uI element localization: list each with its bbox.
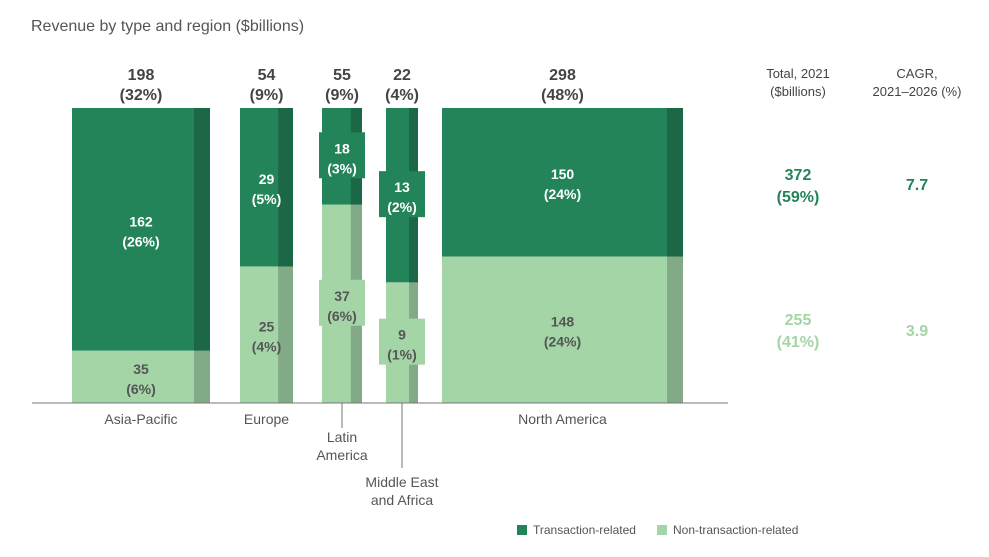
category-label-asia-pacific: Asia-Pacific [104,411,177,427]
data-label-non-transaction-europe: 25 [259,319,275,335]
legend-item-non-transaction: Non-transaction-related [657,523,798,537]
summary-transaction-cagr: 7.7 [906,177,928,194]
summary-header-cagr-line2: 2021–2026 (%) [873,84,962,99]
bar-shade-transaction-north-america [667,108,683,257]
data-label-non-transaction-asia-pacific: 35 [133,361,149,377]
bar-non-transaction-asia-pacific [72,350,210,403]
bar-transaction-north-america [442,108,683,257]
data-label-transaction-north-america: 150 [551,166,575,182]
category-label-middle-east-africa-line2: and Africa [371,492,433,508]
data-label-transaction-latin-america: 18 [334,140,350,156]
bar-shade-transaction-europe [278,108,293,267]
bar-non-transaction-north-america [442,256,683,403]
label-bg-transaction-middle-east-and-africa [379,171,425,218]
bar-shade-non-transaction-asia-pacific [194,350,210,403]
data-label-non-transaction-pct-latin-america: (6%) [327,308,357,324]
total-label-north-america: 298 [549,67,576,84]
label-bg-non-transaction-latin-america [319,279,365,326]
data-label-non-transaction-pct-north-america: (24%) [544,334,581,350]
data-label-non-transaction-north-america: 148 [551,314,575,330]
data-label-transaction-pct-europe: (5%) [252,191,282,207]
data-label-non-transaction-pct-middle-east-and-africa: (1%) [387,347,417,363]
summary-non-transaction-total-pct: (41%) [777,334,820,351]
category-label-middle-east-africa-line1: Middle East [365,474,438,490]
data-label-non-transaction-pct-asia-pacific: (6%) [126,381,156,397]
summary-transaction-total: 372 [785,167,812,184]
legend-label-non-transaction: Non-transaction-related [673,523,799,537]
data-label-transaction-middle-east-and-africa: 13 [394,179,410,195]
total-pct-label-middle-east-and-africa: (4%) [385,87,419,104]
summary-transaction-total-pct: (59%) [777,189,820,206]
total-label-asia-pacific: 198 [128,67,155,84]
data-label-transaction-pct-latin-america: (3%) [327,160,357,176]
bar-shade-non-transaction-north-america [667,256,683,403]
total-label-europe: 54 [258,67,276,84]
legend-item-transaction: Transaction-related [517,523,636,537]
label-bg-transaction-latin-america [319,132,365,179]
total-pct-label-latin-america: (9%) [325,87,359,104]
data-label-non-transaction-middle-east-and-africa: 9 [398,327,406,343]
total-label-middle-east-and-africa: 22 [393,67,411,84]
total-pct-label-europe: (9%) [250,87,284,104]
legend-label-transaction: Transaction-related [533,523,636,537]
total-pct-label-asia-pacific: (32%) [120,87,163,104]
bar-shade-non-transaction-europe [278,266,293,403]
summary-header-cagr-line1: CAGR, [896,66,937,81]
category-label-latin-america-line1: Latin [327,429,357,445]
data-label-transaction-pct-north-america: (24%) [544,186,581,202]
category-label-latin-america-line2: America [316,447,368,463]
data-label-non-transaction-latin-america: 37 [334,288,350,304]
data-label-transaction-asia-pacific: 162 [129,213,153,229]
total-label-latin-america: 55 [333,67,351,84]
bar-shade-transaction-asia-pacific [194,108,210,351]
data-label-transaction-pct-asia-pacific: (26%) [122,233,159,249]
total-pct-label-north-america: (48%) [541,87,584,104]
summary-header-total-line2: ($billions) [770,84,826,99]
data-label-transaction-pct-middle-east-and-africa: (2%) [387,199,417,215]
legend-swatch-transaction [517,525,527,535]
bar-transaction-asia-pacific [72,108,210,351]
data-label-transaction-europe: 29 [259,171,275,187]
summary-non-transaction-cagr: 3.9 [906,323,928,340]
chart-title: Revenue by type and region ($billions) [31,18,305,35]
legend-swatch-non-transaction [657,525,667,535]
summary-non-transaction-total: 255 [785,312,812,329]
category-label-europe: Europe [244,411,289,427]
data-label-non-transaction-pct-europe: (4%) [252,339,282,355]
label-bg-non-transaction-middle-east-and-africa [379,318,425,365]
category-label-north-america: North America [518,411,607,427]
summary-header-total-line1: Total, 2021 [766,66,830,81]
